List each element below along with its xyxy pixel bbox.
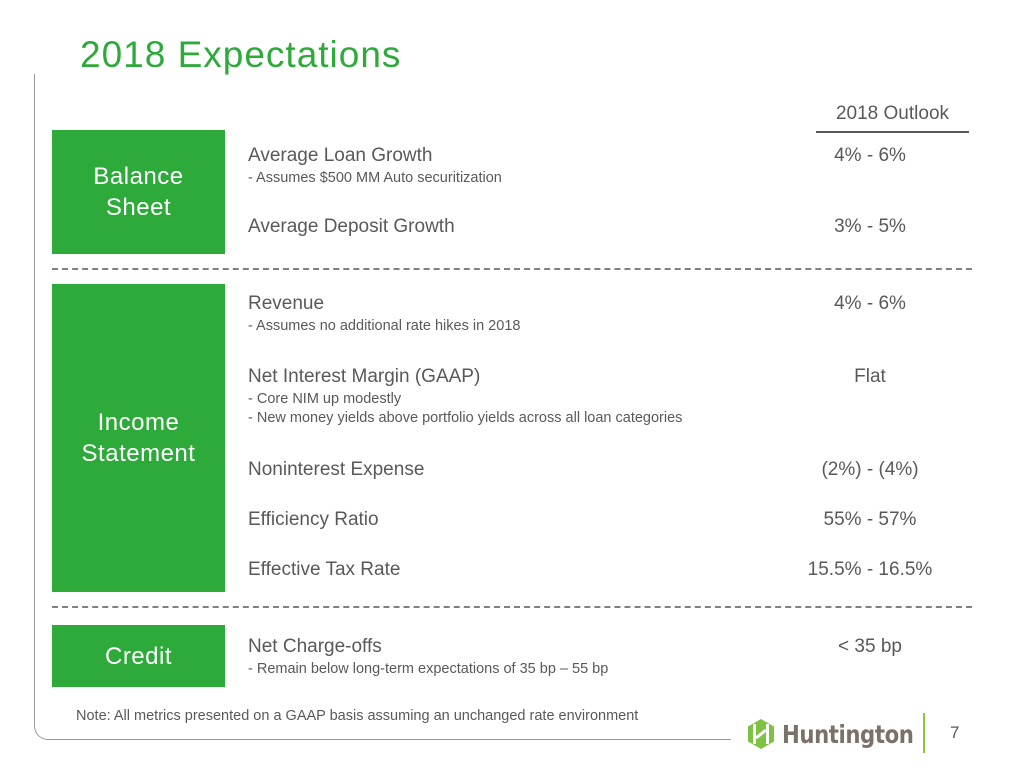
section-divider — [52, 606, 972, 608]
metric-note: - New money yields above portfolio yield… — [248, 410, 683, 426]
footer-divider — [923, 713, 925, 753]
metric-note: - Assumes no additional rate hikes in 20… — [248, 318, 521, 334]
metric-average-loan-growth: Average Loan Growth — [248, 145, 433, 166]
metric-average-deposit-growth: Average Deposit Growth — [248, 216, 455, 237]
section-label-income-statement: Income Statement — [52, 284, 225, 592]
outlook-effective-tax-rate: 15.5% - 16.5% — [807, 559, 933, 580]
page-title: 2018 Expectations — [80, 34, 402, 75]
section-label-balance-sheet: Balance Sheet — [52, 130, 225, 254]
metric-efficiency-ratio: Efficiency Ratio — [248, 509, 379, 530]
huntington-logo-icon — [748, 719, 774, 749]
footnote: Note: All metrics presented on a GAAP ba… — [76, 708, 639, 724]
page-number: 7 — [950, 723, 960, 742]
outlook-efficiency-ratio: 55% - 57% — [823, 509, 917, 530]
logo-wordmark: Huntington — [782, 719, 914, 749]
outlook-average-deposit-growth: 3% - 5% — [834, 216, 906, 237]
section-label-credit: Credit — [52, 625, 225, 687]
metric-net-interest-margin: Net Interest Margin (GAAP) — [248, 366, 481, 387]
metric-revenue: Revenue — [248, 293, 325, 314]
outlook-column-header: 2018 Outlook — [816, 103, 969, 133]
metric-note: - Remain below long-term expectations of… — [248, 661, 609, 677]
section-label-line: Credit — [104, 642, 173, 670]
outlook-revenue: 4% - 6% — [834, 293, 906, 314]
section-divider — [52, 268, 972, 270]
metric-note: - Assumes $500 MM Auto securitization — [248, 170, 502, 186]
content-frame — [34, 74, 731, 740]
huntington-logo: Huntington — [746, 718, 937, 750]
section-label-line: Income — [97, 409, 180, 436]
metric-note: - Core NIM up modestly — [248, 391, 402, 407]
outlook-net-interest-margin: Flat — [854, 366, 886, 387]
outlook-average-loan-growth: 4% - 6% — [834, 145, 906, 166]
metric-effective-tax-rate: Effective Tax Rate — [248, 559, 401, 580]
section-label-line: Balance — [93, 163, 184, 190]
section-label-line: Statement — [81, 440, 196, 467]
outlook-net-charge-offs: < 35 bp — [838, 636, 902, 657]
metric-noninterest-expense: Noninterest Expense — [248, 459, 425, 480]
outlook-noninterest-expense: (2%) - (4%) — [821, 459, 919, 480]
section-label-line: Sheet — [105, 194, 172, 221]
metric-net-charge-offs: Net Charge-offs — [248, 636, 382, 657]
